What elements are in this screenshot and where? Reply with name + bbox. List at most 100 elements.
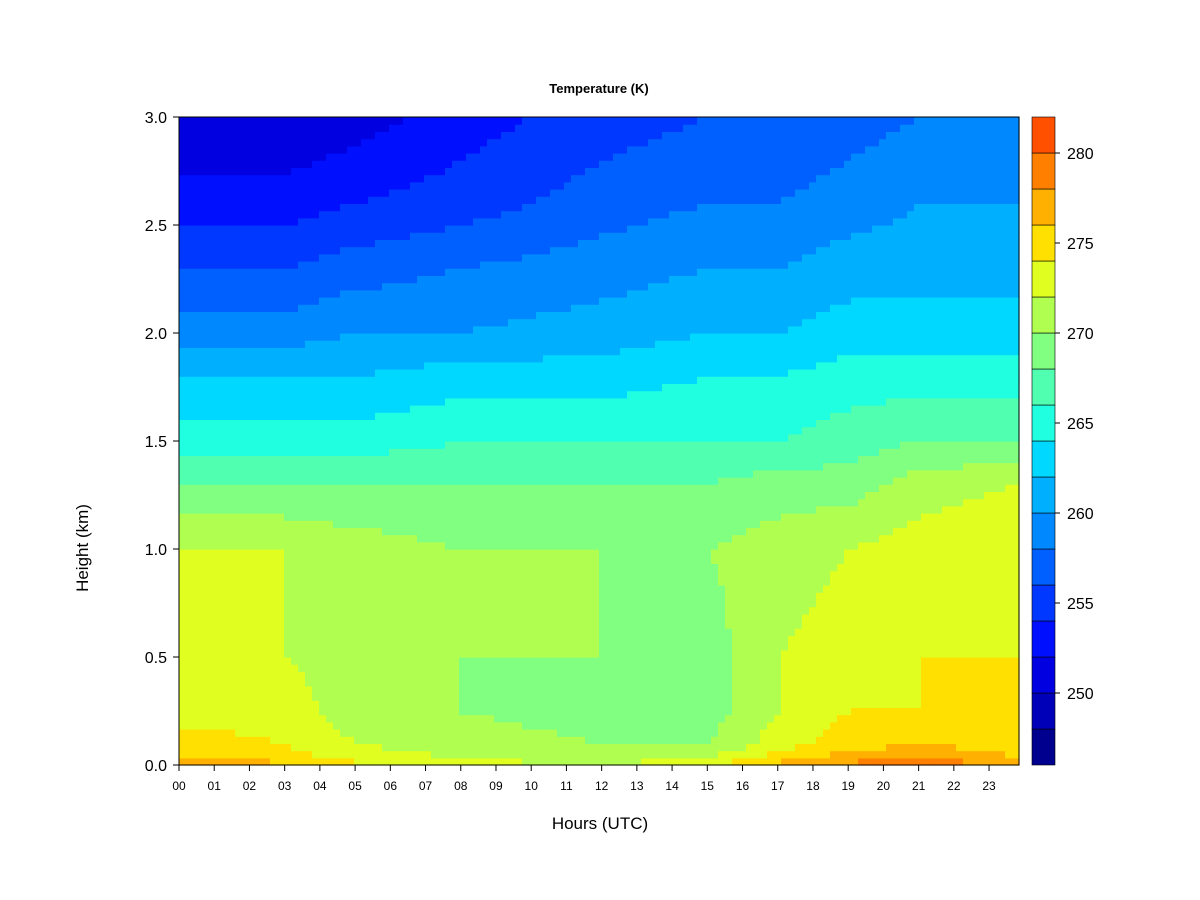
heatmap-cell xyxy=(305,441,313,449)
heatmap-cell xyxy=(221,613,229,622)
heatmap-cell xyxy=(361,462,369,471)
heatmap-cell xyxy=(221,657,229,665)
heatmap-cell xyxy=(179,261,187,269)
heatmap-cell xyxy=(557,750,565,759)
heatmap-cell xyxy=(270,318,278,327)
heatmap-cell xyxy=(508,174,516,183)
heatmap-cell xyxy=(242,189,250,197)
heatmap-cell xyxy=(431,649,439,658)
heatmap-cell xyxy=(410,513,418,521)
heatmap-cell xyxy=(389,671,397,680)
heatmap-cell xyxy=(508,505,516,514)
heatmap-cell xyxy=(431,599,439,608)
heatmap-cell xyxy=(207,462,215,471)
heatmap-cell xyxy=(354,441,362,449)
heatmap-cell xyxy=(319,210,327,219)
heatmap-cell xyxy=(445,441,453,449)
heatmap-cell xyxy=(487,167,495,176)
heatmap-cell xyxy=(368,657,376,665)
heatmap-cell xyxy=(221,153,229,161)
heatmap-cell xyxy=(403,390,411,399)
heatmap-cell xyxy=(417,649,425,658)
heatmap-cell xyxy=(564,484,572,492)
heatmap-cell xyxy=(263,297,271,305)
heatmap-cell xyxy=(277,153,285,161)
heatmap-cell xyxy=(508,181,516,190)
heatmap-cell xyxy=(207,239,215,248)
heatmap-cell xyxy=(487,721,495,730)
heatmap-cell xyxy=(564,462,572,471)
heatmap-cell xyxy=(375,621,383,629)
heatmap-cell xyxy=(536,671,544,680)
heatmap-cell xyxy=(179,412,187,420)
heatmap-cell xyxy=(235,239,243,248)
heatmap-cell xyxy=(312,390,320,399)
heatmap-cell xyxy=(193,160,201,168)
heatmap-cell xyxy=(305,570,313,579)
heatmap-cell xyxy=(452,289,460,298)
heatmap-cell xyxy=(193,729,201,737)
heatmap-cell xyxy=(207,505,215,514)
heatmap-cell xyxy=(200,549,208,557)
heatmap-cell xyxy=(417,664,425,672)
heatmap-cell xyxy=(501,700,509,708)
heatmap-cell xyxy=(368,340,376,348)
heatmap-cell xyxy=(305,736,313,744)
heatmap-cell xyxy=(536,592,544,600)
heatmap-cell xyxy=(207,354,215,363)
heatmap-cell xyxy=(494,354,502,363)
heatmap-cell xyxy=(347,513,355,521)
heatmap-cell xyxy=(466,520,474,528)
heatmap-cell xyxy=(536,347,544,356)
heatmap-cell xyxy=(396,239,404,248)
heatmap-cell xyxy=(543,693,551,701)
heatmap-cell xyxy=(445,340,453,348)
heatmap-cell xyxy=(396,333,404,341)
heatmap-cell xyxy=(312,261,320,269)
heatmap-cell xyxy=(536,167,544,176)
heatmap-cell xyxy=(235,347,243,356)
heatmap-cell xyxy=(417,311,425,320)
heatmap-cell xyxy=(305,635,313,644)
heatmap-cell xyxy=(480,282,488,291)
heatmap-cell xyxy=(431,685,439,694)
heatmap-cell xyxy=(340,448,348,456)
heatmap-cell xyxy=(179,469,187,478)
chart-title: Temperature (K) xyxy=(549,81,648,96)
heatmap-cell xyxy=(508,491,516,500)
heatmap-cell xyxy=(326,599,334,608)
heatmap-cell xyxy=(368,441,376,449)
heatmap-cell xyxy=(256,189,264,197)
heatmap-cell xyxy=(242,635,250,644)
heatmap-cell xyxy=(417,621,425,629)
heatmap-cell xyxy=(452,693,460,701)
heatmap-cell xyxy=(193,505,201,514)
heatmap-cell xyxy=(291,743,299,752)
heatmap-cell xyxy=(214,289,222,298)
heatmap-cell xyxy=(263,441,271,449)
heatmap-cell xyxy=(522,513,530,521)
heatmap-cell xyxy=(284,347,292,356)
heatmap-cell xyxy=(242,203,250,212)
heatmap-cell xyxy=(452,124,460,132)
heatmap-cell xyxy=(459,304,467,312)
heatmap-cell xyxy=(438,174,446,183)
heatmap-cell xyxy=(228,361,236,370)
heatmap-cell xyxy=(508,131,516,140)
heatmap-cell xyxy=(452,462,460,471)
heatmap-cell xyxy=(438,693,446,701)
heatmap-cell xyxy=(214,325,222,334)
heatmap-cell xyxy=(242,405,250,413)
heatmap-cell xyxy=(459,520,467,528)
heatmap-cell xyxy=(214,225,222,233)
heatmap-cell xyxy=(466,469,474,478)
heatmap-cell xyxy=(207,232,215,240)
heatmap-cell xyxy=(410,311,418,320)
heatmap-cell xyxy=(431,174,439,183)
heatmap-cell xyxy=(361,304,369,312)
heatmap-cell xyxy=(501,678,509,687)
heatmap-cell xyxy=(508,275,516,284)
heatmap-cell xyxy=(417,145,425,154)
heatmap-cell xyxy=(550,549,558,557)
heatmap-cell xyxy=(221,426,229,435)
